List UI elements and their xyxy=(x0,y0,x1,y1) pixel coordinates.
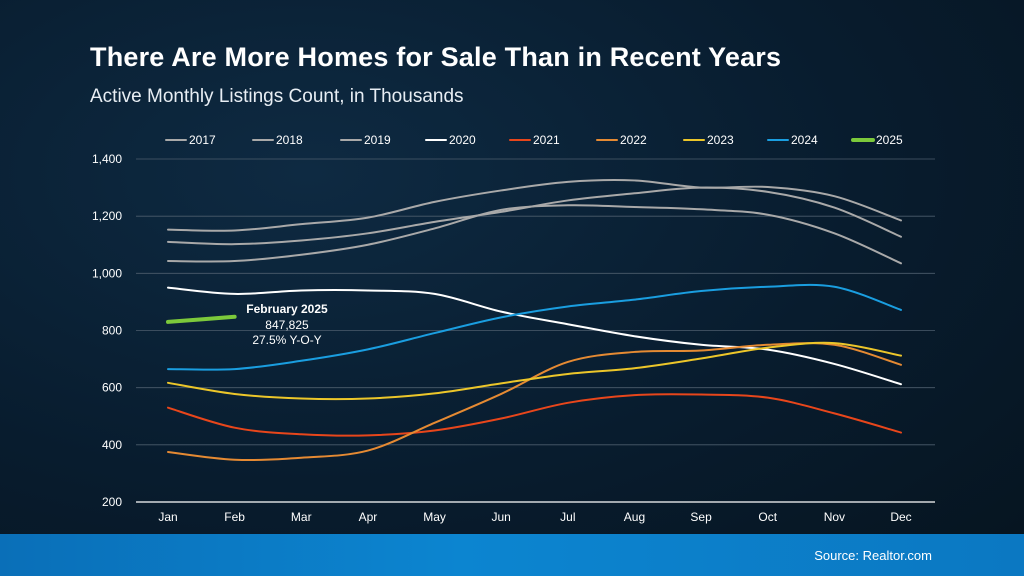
legend-label-2025: 2025 xyxy=(876,133,903,147)
series-line-2020 xyxy=(167,286,902,386)
footer-bar: Source: Realtor.com xyxy=(0,534,1024,576)
legend-label-2024: 2024 xyxy=(791,133,818,147)
series-line-2023 xyxy=(167,341,902,401)
legend: 2017 2018 2019 2020 2021 2022 2023 2024 2025 xyxy=(165,133,903,147)
x-tick-label: Dec xyxy=(890,510,911,524)
y-tick-label: 1,000 xyxy=(92,266,122,280)
x-tick-label: Oct xyxy=(758,510,777,524)
x-tick-label: Jun xyxy=(492,510,511,524)
y-tick-label: 400 xyxy=(102,438,122,452)
x-tick-label: Apr xyxy=(359,510,378,524)
series-line-2017 xyxy=(167,179,902,232)
legend-label-2022: 2022 xyxy=(620,133,647,147)
x-axis-ticks: Jan Feb Mar Apr May Jun Jul Aug Sep Oct Nov Dec xyxy=(158,510,911,524)
annotation-value: 847,825 xyxy=(265,318,309,332)
x-tick-label: Jul xyxy=(560,510,575,524)
x-tick-label: Mar xyxy=(291,510,312,524)
series-line-2025 xyxy=(166,314,237,324)
x-tick-label: May xyxy=(423,510,446,524)
legend-label-2018: 2018 xyxy=(276,133,303,147)
series-lines xyxy=(166,179,902,462)
series-line-2024 xyxy=(167,283,902,371)
x-tick-label: Aug xyxy=(624,510,645,524)
y-tick-label: 1,400 xyxy=(92,152,122,166)
annotation-yoy: 27.5% Y-O-Y xyxy=(252,333,321,347)
y-axis-ticks: 200 400 600 800 1,000 1,200 1,400 xyxy=(92,152,122,509)
legend-label-2021: 2021 xyxy=(533,133,560,147)
legend-label-2019: 2019 xyxy=(364,133,391,147)
series-line-2019 xyxy=(167,204,902,265)
series-line-2021 xyxy=(167,393,902,437)
chart-subtitle: Active Monthly Listings Count, in Thousa… xyxy=(90,86,464,107)
annotation: February 2025 847,825 27.5% Y-O-Y xyxy=(246,302,328,347)
y-tick-label: 1,200 xyxy=(92,209,122,223)
series-line-2022 xyxy=(167,342,902,462)
x-tick-label: Sep xyxy=(690,510,712,524)
legend-label-2020: 2020 xyxy=(449,133,476,147)
gridlines xyxy=(136,158,935,503)
legend-label-2023: 2023 xyxy=(707,133,734,147)
y-tick-label: 800 xyxy=(102,324,122,338)
legend-label-2017: 2017 xyxy=(189,133,216,147)
x-tick-label: Feb xyxy=(224,510,245,524)
chart-title: There Are More Homes for Sale Than in Re… xyxy=(90,42,782,72)
y-tick-label: 600 xyxy=(102,381,122,395)
annotation-title: February 2025 xyxy=(246,302,328,316)
source-label: Source: Realtor.com xyxy=(814,548,932,563)
x-tick-label: Nov xyxy=(824,510,845,524)
y-tick-label: 200 xyxy=(102,495,122,509)
x-tick-label: Jan xyxy=(158,510,177,524)
